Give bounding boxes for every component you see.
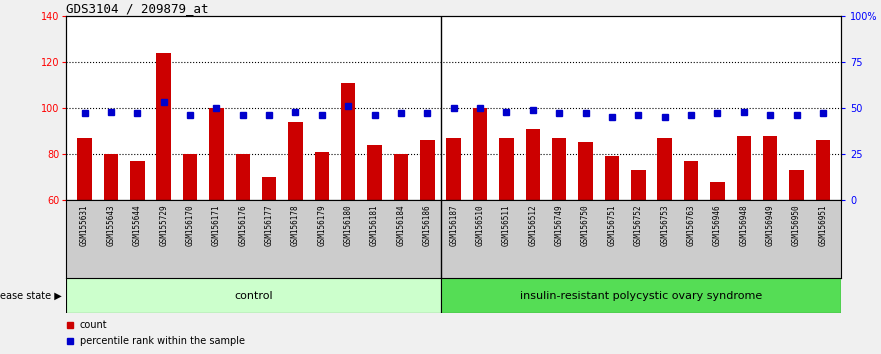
Text: insulin-resistant polycystic ovary syndrome: insulin-resistant polycystic ovary syndr…: [520, 291, 762, 301]
Text: GSM156178: GSM156178: [291, 204, 300, 246]
Text: GSM156749: GSM156749: [555, 204, 564, 246]
Text: count: count: [79, 320, 107, 330]
Bar: [763, 136, 777, 200]
Text: GSM156951: GSM156951: [818, 204, 827, 246]
Bar: [341, 82, 356, 200]
Bar: [420, 140, 434, 200]
Text: GSM156170: GSM156170: [186, 204, 195, 246]
Text: GSM156750: GSM156750: [581, 204, 590, 246]
Bar: [262, 177, 277, 200]
Bar: [500, 138, 514, 200]
Bar: [526, 129, 540, 200]
Text: GSM156950: GSM156950: [792, 204, 801, 246]
Bar: [66, 278, 440, 313]
Bar: [473, 108, 487, 200]
Bar: [78, 138, 92, 200]
Text: GSM156763: GSM156763: [686, 204, 695, 246]
Bar: [104, 154, 118, 200]
Text: GSM156180: GSM156180: [344, 204, 352, 246]
Text: GSM156510: GSM156510: [476, 204, 485, 246]
Bar: [789, 170, 803, 200]
Bar: [657, 138, 672, 200]
Text: GSM155631: GSM155631: [80, 204, 89, 246]
Bar: [578, 142, 593, 200]
Text: GSM156751: GSM156751: [607, 204, 617, 246]
Text: GSM155644: GSM155644: [133, 204, 142, 246]
Bar: [604, 156, 619, 200]
Text: GSM156181: GSM156181: [370, 204, 379, 246]
Text: percentile rank within the sample: percentile rank within the sample: [79, 336, 245, 346]
Bar: [710, 182, 725, 200]
Bar: [552, 138, 566, 200]
Bar: [288, 122, 303, 200]
Text: GSM156184: GSM156184: [396, 204, 405, 246]
Text: GSM156752: GSM156752: [633, 204, 643, 246]
Bar: [157, 53, 171, 200]
Text: GSM156171: GSM156171: [212, 204, 221, 246]
Bar: [182, 154, 197, 200]
Text: GSM156948: GSM156948: [739, 204, 748, 246]
Text: GSM156946: GSM156946: [713, 204, 722, 246]
Bar: [631, 170, 646, 200]
Bar: [447, 138, 461, 200]
Bar: [367, 145, 381, 200]
Bar: [235, 154, 250, 200]
Text: GSM156511: GSM156511: [502, 204, 511, 246]
Text: GDS3104 / 209879_at: GDS3104 / 209879_at: [66, 2, 209, 15]
Bar: [737, 136, 751, 200]
Bar: [209, 108, 224, 200]
Text: GSM156512: GSM156512: [529, 204, 537, 246]
Text: GSM156176: GSM156176: [238, 204, 248, 246]
Text: GSM156186: GSM156186: [423, 204, 432, 246]
Bar: [394, 154, 408, 200]
Text: GSM156753: GSM156753: [660, 204, 670, 246]
Bar: [816, 140, 830, 200]
Text: disease state ▶: disease state ▶: [0, 291, 62, 301]
Text: GSM155643: GSM155643: [107, 204, 115, 246]
Bar: [440, 278, 841, 313]
Bar: [684, 161, 699, 200]
Bar: [130, 161, 144, 200]
Text: control: control: [234, 291, 272, 301]
Text: GSM156187: GSM156187: [449, 204, 458, 246]
Bar: [315, 152, 329, 200]
Text: GSM156177: GSM156177: [264, 204, 274, 246]
Text: GSM156949: GSM156949: [766, 204, 774, 246]
Text: GSM156179: GSM156179: [317, 204, 326, 246]
Text: GSM155729: GSM155729: [159, 204, 168, 246]
